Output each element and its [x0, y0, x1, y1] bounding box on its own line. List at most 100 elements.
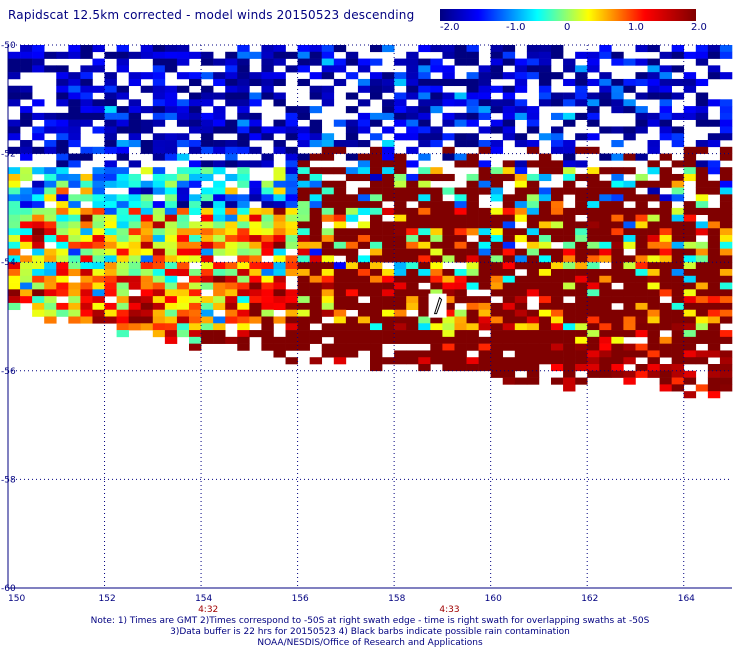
- heatmap-cell: [189, 235, 202, 243]
- heatmap-cell: [176, 112, 190, 120]
- heatmap-cell: [707, 302, 721, 311]
- heatmap-cell: [370, 153, 383, 161]
- heatmap-cell: [442, 201, 455, 209]
- heatmap-cell: [418, 228, 431, 236]
- heatmap-cell: [538, 282, 552, 290]
- heatmap-cell: [647, 350, 660, 358]
- heatmap-cell: [20, 194, 33, 202]
- heatmap-cell: [683, 228, 697, 236]
- heatmap-cell: [490, 330, 504, 338]
- heatmap-cell: [237, 58, 250, 66]
- heatmap-cell: [32, 51, 45, 59]
- heatmap-cell: [454, 255, 467, 263]
- heatmap-cell: [635, 350, 648, 358]
- heatmap-cell: [297, 262, 310, 270]
- heatmap-cell: [466, 248, 479, 256]
- heatmap-cell: [273, 146, 286, 154]
- heatmap-cell: [56, 309, 69, 317]
- heatmap-cell: [80, 112, 93, 120]
- heatmap-cell: [514, 112, 528, 120]
- heatmap-cell: [92, 207, 105, 215]
- heatmap-cell: [128, 112, 142, 120]
- x-tick-label: 164: [678, 594, 695, 604]
- heatmap-cell: [719, 262, 733, 270]
- heatmap-cell: [406, 248, 419, 256]
- heatmap-cell: [285, 167, 298, 175]
- y-tick-label: -54: [1, 258, 16, 268]
- heatmap-cell: [659, 364, 672, 372]
- heatmap-cell: [442, 255, 455, 263]
- heatmap-cell: [297, 187, 310, 195]
- heatmap-cell: [394, 221, 407, 229]
- heatmap-cell: [587, 167, 600, 175]
- heatmap-cell: [611, 350, 624, 358]
- heatmap-cell: [20, 187, 33, 195]
- heatmap-cell: [225, 65, 238, 73]
- heatmap-cell: [659, 194, 672, 202]
- heatmap-cell: [611, 309, 624, 317]
- heatmap-cell: [635, 201, 648, 209]
- heatmap-cell: [394, 119, 407, 127]
- heatmap-cell: [370, 275, 383, 283]
- heatmap-cell: [80, 146, 93, 154]
- heatmap-cell: [442, 302, 455, 311]
- heatmap-cell: [140, 241, 154, 249]
- heatmap-cell: [538, 262, 552, 270]
- heatmap-cell: [345, 207, 359, 215]
- heatmap-cell: [538, 323, 552, 331]
- heatmap-cell: [213, 72, 226, 80]
- heatmap-cell: [563, 370, 576, 378]
- heatmap-cell: [273, 201, 286, 209]
- heatmap-cell: [8, 146, 21, 154]
- heatmap-cell: [478, 78, 491, 87]
- heatmap-cell: [611, 51, 624, 59]
- heatmap-cell: [442, 153, 455, 161]
- heatmap-cell: [273, 99, 286, 107]
- heatmap-cell: [213, 302, 226, 311]
- heatmap-cell: [176, 45, 190, 53]
- heatmap-cell: [418, 248, 431, 256]
- heatmap-cell: [285, 187, 298, 195]
- heatmap-cell: [189, 119, 202, 127]
- heatmap-cell: [635, 221, 648, 229]
- heatmap-cell: [237, 262, 250, 270]
- heatmap-cell: [370, 133, 383, 141]
- heatmap-cell: [406, 106, 419, 114]
- heatmap-cell: [659, 289, 672, 297]
- heatmap-cell: [321, 99, 335, 107]
- heatmap-cell: [297, 201, 310, 209]
- heatmap-cell: [683, 146, 697, 154]
- heatmap-cell: [44, 51, 57, 59]
- heatmap-cell: [8, 133, 21, 141]
- heatmap-cell: [116, 167, 129, 175]
- heatmap-cell: [225, 214, 238, 222]
- heatmap-cell: [418, 194, 431, 202]
- heatmap-cell: [261, 268, 274, 277]
- heatmap-cell: [20, 255, 33, 263]
- heatmap-cell: [44, 248, 57, 256]
- heatmap-cell: [575, 65, 588, 73]
- heatmap-cell: [719, 330, 733, 338]
- heatmap-cell: [635, 106, 648, 114]
- heatmap-cell: [611, 323, 624, 331]
- heatmap-cell: [68, 133, 81, 141]
- heatmap-cell: [309, 106, 323, 114]
- heatmap-cell: [526, 262, 540, 270]
- heatmap-cell: [526, 180, 540, 188]
- heatmap-cell: [8, 58, 21, 66]
- heatmap-cell: [587, 302, 600, 311]
- heatmap-cell: [44, 228, 57, 236]
- heatmap-cell: [526, 106, 540, 114]
- heatmap-cell: [538, 289, 552, 297]
- heatmap-cell: [695, 330, 709, 338]
- heatmap-cell: [526, 58, 540, 66]
- heatmap-cell: [128, 160, 142, 168]
- heatmap-cell: [418, 221, 431, 229]
- heatmap-cell: [551, 336, 564, 344]
- heatmap-cell: [321, 58, 335, 66]
- heatmap-cell: [647, 207, 660, 215]
- heatmap-cell: [454, 330, 467, 338]
- heatmap-cell: [273, 282, 286, 290]
- heatmap-cell: [116, 207, 129, 215]
- heatmap-cell: [285, 302, 298, 311]
